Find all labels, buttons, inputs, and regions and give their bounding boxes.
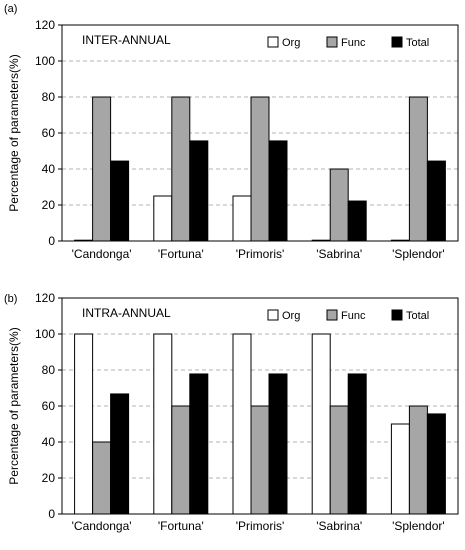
panel-a-legend-swatch-func	[326, 36, 338, 48]
panel-b-legend-swatch-org	[267, 309, 279, 321]
panel-b-bar-org	[232, 333, 252, 515]
panel-a-ytick-label: 120	[35, 18, 55, 32]
panel-a-bar-org	[232, 195, 252, 242]
panel-a-title: INTER-ANNUAL	[82, 33, 171, 47]
panel-a-bar-total	[268, 140, 288, 242]
panel-a-ytick-label: 100	[35, 54, 55, 68]
panel-b-category-label: 'Primoris'	[236, 519, 285, 533]
panel-a-ytick-label: 20	[42, 198, 56, 212]
panel-b-ytick-label: 100	[35, 327, 55, 341]
panel-b-bar-func	[250, 405, 270, 515]
panel-a-category-label: 'Primoris'	[236, 247, 285, 261]
panel-b-label: (b)	[4, 293, 17, 305]
panel-b-bar-org	[311, 333, 331, 515]
panel-b-bar-func	[408, 405, 428, 515]
panel-b-bar-total	[189, 373, 209, 515]
panel-a-bar-total	[110, 160, 130, 242]
panel-a-bar-func	[250, 96, 270, 242]
panel-b-ytick-label: 20	[42, 471, 56, 485]
panel-b-ytick-label: 60	[42, 399, 56, 413]
panel-b-bar-total	[268, 373, 288, 515]
panel-a-ytick-label: 40	[42, 162, 56, 176]
panel-a-category-label: 'Fortuna'	[158, 247, 204, 261]
panel-b-legend-label-func: Func	[341, 310, 366, 322]
panel-b-bar-org	[390, 423, 410, 515]
panel-a-plot-frame	[61, 24, 459, 242]
panel-a-ytick-label: 0	[48, 234, 55, 248]
panel-b-title: INTRA-ANNUAL	[82, 306, 171, 320]
panel-b-plot-frame	[61, 297, 459, 515]
panel-a-bar-func	[329, 168, 349, 242]
panel-a-bar-func	[171, 96, 191, 242]
panel-b-legend-swatch-total	[391, 309, 403, 321]
panel-b-ytick-label: 0	[48, 507, 55, 521]
panel-b-ytick-label: 80	[42, 363, 56, 377]
panel-a-ylabel: Percentage of parameters(%)	[7, 54, 21, 211]
panel-b-category-label: 'Fortuna'	[158, 519, 204, 533]
panel-a-category-label: 'Splendor'	[392, 247, 445, 261]
panel-a-ytick-label: 60	[42, 126, 56, 140]
panel-a-category-label: 'Sabrina'	[316, 247, 362, 261]
panel-a-legend-swatch-org	[267, 36, 279, 48]
panel-b-legend-swatch-func	[326, 309, 338, 321]
panel-b-bar-total	[110, 393, 130, 515]
panel-b-bar-func	[92, 441, 112, 515]
panel-a-bar-org	[153, 195, 173, 242]
panel-b-bar-total	[347, 373, 367, 515]
panel-b-ytick-label: 120	[35, 291, 55, 305]
panel-b-category-label: 'Sabrina'	[316, 519, 362, 533]
panel-a-legend-swatch-total	[391, 36, 403, 48]
panel-b-bar-org	[153, 333, 173, 515]
panel-b-legend-label-org: Org	[282, 310, 300, 322]
panel-a-bar-total	[189, 140, 209, 242]
panel-b-bar-func	[171, 405, 191, 515]
panel-a-bar-func	[92, 96, 112, 242]
panel-a-label: (a)	[4, 3, 17, 15]
panel-b-bar-org	[74, 333, 94, 515]
panel-b-category-label: 'Splendor'	[392, 519, 445, 533]
panel-a-bar-total	[347, 200, 367, 242]
panel-b-legend-label-total: Total	[406, 310, 429, 322]
panel-a-category-label: 'Candonga'	[72, 247, 132, 261]
panel-a-ytick-label: 80	[42, 90, 56, 104]
panel-b-ytick-label: 40	[42, 435, 56, 449]
panel-a-legend-label-func: Func	[341, 37, 366, 49]
panel-b-ylabel: Percentage of parameters(%)	[7, 327, 21, 484]
panel-a-bar-func	[408, 96, 428, 242]
panel-a-legend-label-org: Org	[282, 37, 300, 49]
panel-a-bar-total	[426, 160, 446, 242]
panel-b-bar-total	[426, 413, 446, 515]
panel-a-legend-label-total: Total	[406, 37, 429, 49]
panel-b-bar-func	[329, 405, 349, 515]
panel-b-category-label: 'Candonga'	[72, 519, 132, 533]
